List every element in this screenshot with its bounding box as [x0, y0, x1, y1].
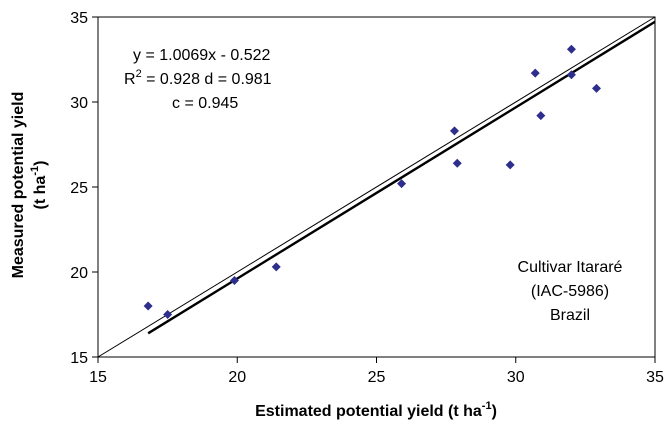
- y-axis-title-line2-main: (t ha: [32, 176, 49, 210]
- y-axis-title-line2: (t ha-1): [29, 161, 49, 210]
- y-tick-label: 20: [70, 265, 88, 282]
- x-tick-label: 20: [228, 369, 246, 386]
- label-box-line2: (IAC-5986): [531, 283, 609, 300]
- data-point: [163, 310, 173, 319]
- equation-label: y = 1.0069x - 0.522: [133, 47, 271, 64]
- x-tick-label: 35: [646, 369, 664, 386]
- data-point: [536, 111, 546, 121]
- y-tick-label: 30: [70, 95, 88, 112]
- x-axis-title-end: ): [492, 403, 497, 420]
- data-point: [566, 70, 576, 80]
- data-point: [271, 262, 281, 272]
- data-point: [452, 158, 462, 168]
- data-point: [505, 160, 515, 170]
- label-box-line3: Brazil: [550, 307, 590, 324]
- data-point: [592, 83, 602, 93]
- data-points: [143, 44, 602, 319]
- identity-line: [97, 16, 656, 358]
- data-point: [229, 276, 239, 285]
- y-axis-title-line2-end: ): [32, 161, 49, 166]
- x-axis-title: Estimated potential yield (t ha-1): [255, 400, 497, 420]
- data-point: [143, 301, 153, 311]
- x-axis-title-sup: -1: [482, 400, 492, 412]
- y-tick-label: 25: [70, 180, 88, 197]
- y-axis-title-line2-sup: -1: [29, 166, 41, 176]
- x-tick-label: 15: [89, 369, 107, 386]
- r2-superscript: 2: [136, 68, 142, 80]
- data-point: [397, 179, 407, 189]
- data-point: [530, 68, 540, 78]
- fit-lines: [97, 16, 656, 358]
- c-value-label: c = 0.945: [172, 95, 238, 112]
- y-axis-title-line1: Measured potential yield: [10, 92, 27, 279]
- y-tick-label: 15: [70, 350, 88, 367]
- r2-prefix: R: [124, 71, 136, 88]
- r2-d-label: R2 = 0.928 d = 0.981: [124, 68, 272, 88]
- axis-ticks: 15 20 25 30 35 15 20 25 30 35: [70, 10, 664, 386]
- x-tick-label: 25: [368, 369, 386, 386]
- x-tick-label: 30: [507, 369, 525, 386]
- y-tick-label: 35: [70, 10, 88, 27]
- label-box-line1: Cultivar Itararé: [518, 259, 623, 276]
- x-axis-title-main: Estimated potential yield (t ha: [255, 403, 482, 420]
- r2-rest: = 0.928 d = 0.981: [142, 71, 272, 88]
- y-axis-title-line2-group: (t ha-1): [29, 161, 49, 210]
- y-axis-title-line1-group: Measured potential yield: [10, 92, 27, 279]
- data-point: [566, 44, 576, 54]
- data-point: [449, 126, 459, 136]
